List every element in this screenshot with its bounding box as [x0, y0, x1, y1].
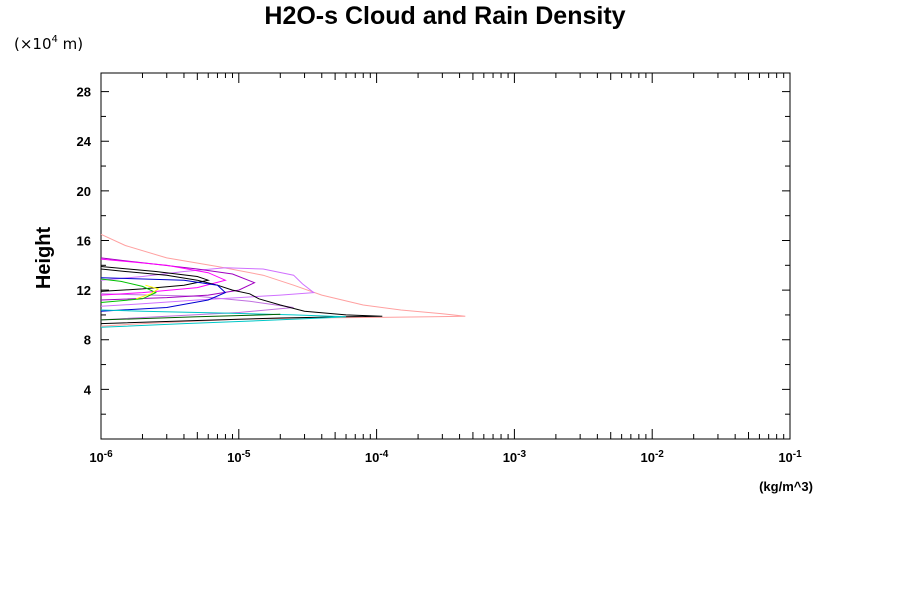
y-unit-label: (×104 m) [14, 34, 83, 53]
y-axis-tick-labels: 4 8 12 16 20 24 28 [77, 85, 92, 398]
y-tick-label: 24 [77, 134, 92, 149]
x-tick-label: 10-6 [89, 449, 113, 465]
x-axis-tick-labels: 10-6 10-5 10-4 10-3 10-2 10-1 [89, 449, 802, 465]
series-line-10 [100, 278, 157, 303]
y-tick-label: 16 [77, 233, 91, 248]
series-line-12 [100, 313, 281, 321]
series-line-5 [100, 258, 227, 296]
series-line-6 [100, 268, 383, 325]
y-tick-label: 20 [77, 184, 91, 199]
y-tick-label: 8 [84, 333, 91, 348]
x-tick-label: 10-2 [641, 449, 665, 465]
series-line-7 [100, 266, 211, 292]
plot-series [100, 233, 466, 328]
series-line-9 [100, 309, 347, 328]
series-line-11 [136, 284, 160, 300]
series-line-2 [100, 293, 294, 321]
y-tick-label: 28 [77, 85, 91, 100]
chart-title: H2O-s Cloud and Rain Density [264, 2, 625, 30]
x-tick-label: 10-5 [227, 449, 251, 465]
series-line-1 [100, 233, 466, 327]
y-axis-label: Height [33, 227, 55, 290]
y-tick-label: 12 [77, 283, 91, 298]
y-tick-label: 4 [84, 382, 92, 397]
x-tick-label: 10-4 [365, 449, 389, 465]
x-tick-label: 10-1 [778, 449, 802, 465]
x-tick-label: 10-3 [503, 449, 527, 465]
x-axis-unit-label: (kg/m^3) [759, 479, 813, 494]
series-line-3 [100, 267, 316, 307]
plot-frame [100, 72, 791, 440]
y-axis-ticks [101, 91, 790, 415]
x-axis-ticks [100, 73, 785, 439]
series-line-8 [100, 277, 227, 312]
